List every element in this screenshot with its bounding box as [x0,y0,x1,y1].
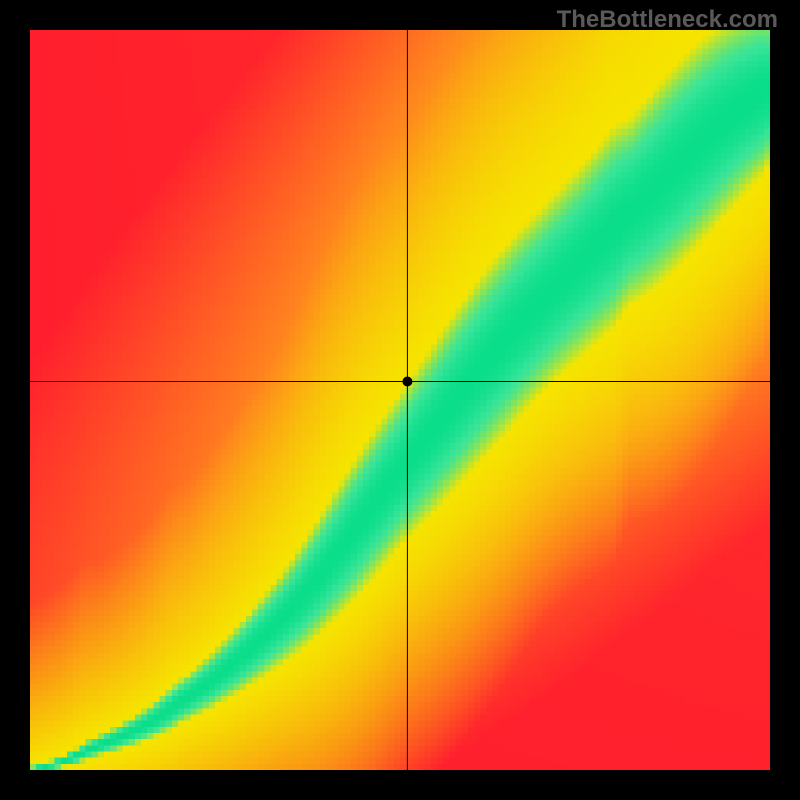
watermark-text: TheBottleneck.com [557,6,778,34]
chart-container: TheBottleneck.com [0,0,800,800]
bottleneck-heatmap [30,30,770,770]
